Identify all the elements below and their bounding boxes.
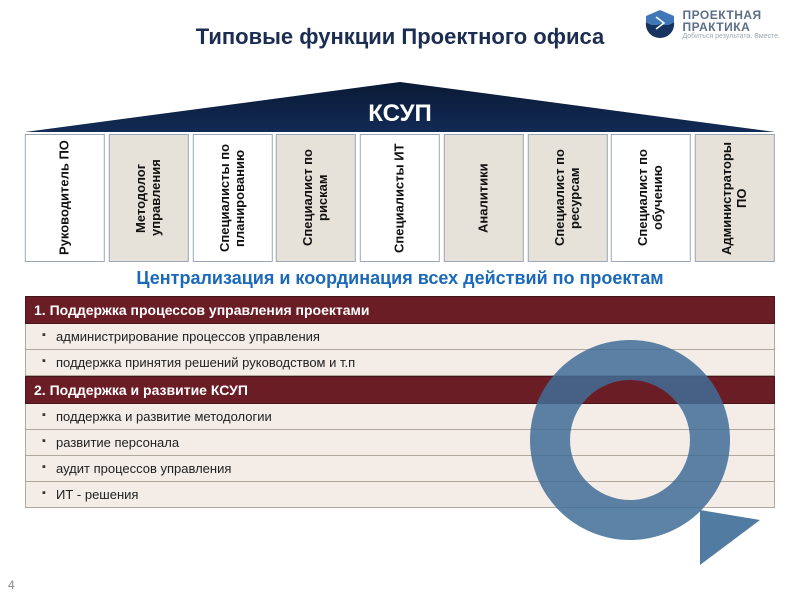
pillar: Аналитики xyxy=(444,134,524,262)
section-item: администрирование процессов управления xyxy=(25,324,775,350)
logo-line1: ПРОЕКТНАЯ xyxy=(682,9,780,21)
pillar: Руководитель ПО xyxy=(25,134,105,262)
section-item: поддержка и развитие методологии xyxy=(25,404,775,430)
pillar: Специалисты ИТ xyxy=(360,134,440,262)
pillar: Методолог управления xyxy=(109,134,189,262)
brand-logo: ПРОЕКТНАЯ ПРАКТИКА Добиться результата. … xyxy=(644,8,780,40)
roof-label: КСУП xyxy=(0,100,800,128)
section-item: аудит процессов управления xyxy=(25,456,775,482)
pillar: Специалисты по планированию xyxy=(193,134,273,262)
pillar: Специалист по рискам xyxy=(276,134,356,262)
section-item: ИТ - решения xyxy=(25,482,775,508)
section-heading: 2. Поддержка и развитие КСУП xyxy=(25,376,775,404)
pillar: Администраторы ПО xyxy=(695,134,775,262)
pillar: Специалист по обучению xyxy=(611,134,691,262)
section-item: поддержка принятия решений руководством … xyxy=(25,350,775,376)
logo-shield-icon xyxy=(644,8,676,40)
slide-number: 4 xyxy=(8,578,15,592)
pillars-row: Руководитель ПОМетодолог управленияСпеци… xyxy=(25,134,775,262)
logo-line2: ПРАКТИКА xyxy=(682,21,780,33)
section-item: развитие персонала xyxy=(25,430,775,456)
sections-block: 1. Поддержка процессов управления проект… xyxy=(25,296,775,508)
pillar: Специалист по ресурсам xyxy=(528,134,608,262)
section-heading: 1. Поддержка процессов управления проект… xyxy=(25,296,775,324)
logo-tagline: Добиться результата. Вместе. xyxy=(682,33,780,40)
subtitle: Централизация и координация всех действи… xyxy=(25,268,775,289)
